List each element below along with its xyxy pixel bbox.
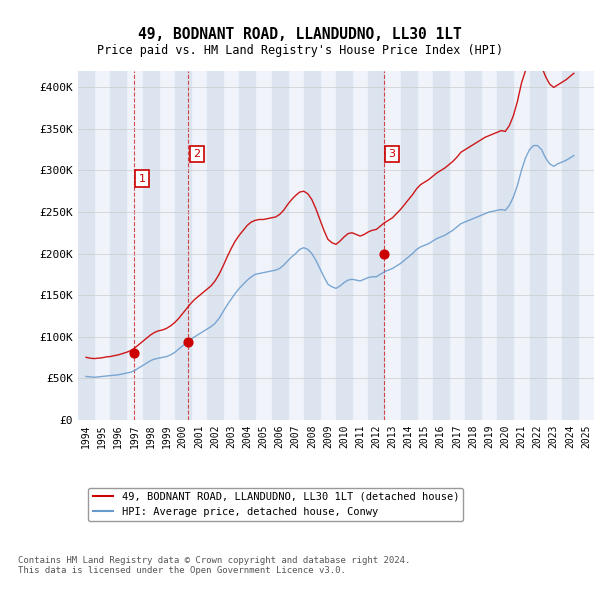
Bar [465,71,481,419]
Text: Contains HM Land Registry data © Crown copyright and database right 2024.
This d: Contains HM Land Registry data © Crown c… [18,556,410,575]
Bar [207,71,223,419]
Text: 3: 3 [388,149,395,159]
Bar [78,71,94,419]
Bar [433,71,449,419]
Point [129,349,139,358]
Bar [304,71,320,419]
Bar [239,71,256,419]
Text: Price paid vs. HM Land Registry's House Price Index (HPI): Price paid vs. HM Land Registry's House … [97,44,503,57]
Bar [175,71,191,419]
Bar [368,71,385,419]
Bar [271,71,287,419]
Bar [336,71,352,419]
Bar [143,71,158,419]
Bar [562,71,578,419]
Bar [530,71,545,419]
Text: 1: 1 [139,174,145,183]
Point [379,249,388,258]
Text: 49, BODNANT ROAD, LLANDUDNO, LL30 1LT: 49, BODNANT ROAD, LLANDUDNO, LL30 1LT [138,27,462,41]
Point [184,337,193,347]
Bar [497,71,514,419]
Bar [110,71,127,419]
Legend: 49, BODNANT ROAD, LLANDUDNO, LL30 1LT (detached house), HPI: Average price, deta: 49, BODNANT ROAD, LLANDUDNO, LL30 1LT (d… [88,488,463,521]
Bar [401,71,416,419]
Text: 2: 2 [193,149,200,159]
